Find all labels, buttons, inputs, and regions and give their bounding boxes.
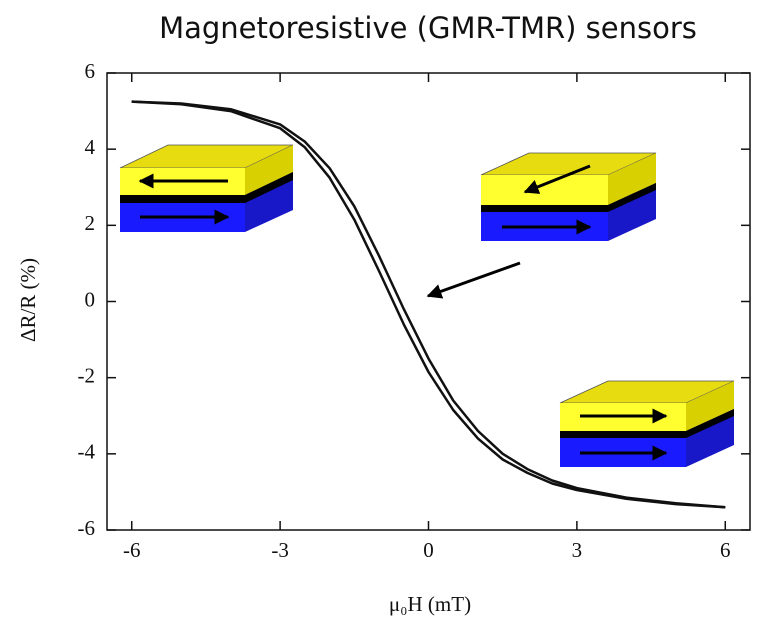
x-tick-label: 0 xyxy=(423,538,434,562)
inset-perpendicular xyxy=(480,152,657,241)
y-tick-label: 6 xyxy=(85,59,96,83)
y-tick-label: -4 xyxy=(78,440,96,464)
x-tick-label: -6 xyxy=(123,538,141,562)
curves xyxy=(131,100,726,509)
inset-parallel xyxy=(559,380,735,467)
data-line xyxy=(131,100,726,509)
data-line xyxy=(131,100,726,509)
y-tick-label: 2 xyxy=(85,211,96,235)
x-axis-label: μ₀H (mT) xyxy=(389,592,471,616)
x-tick-label: 3 xyxy=(572,538,583,562)
y-tick-label: -2 xyxy=(78,363,96,387)
chart-title: Magnetoresistive (GMR-TMR) sensors xyxy=(159,11,697,45)
pointer-arrow xyxy=(426,261,521,299)
y-tick-label: 4 xyxy=(85,135,96,159)
y-axis-label: ΔR/R (%) xyxy=(16,258,40,342)
inset-antiparallel xyxy=(119,144,294,232)
x-tick-label: -3 xyxy=(271,538,289,562)
y-tick-label: -6 xyxy=(78,516,96,540)
x-tick-label: 6 xyxy=(720,538,731,562)
y-tick-label: 0 xyxy=(85,287,96,311)
